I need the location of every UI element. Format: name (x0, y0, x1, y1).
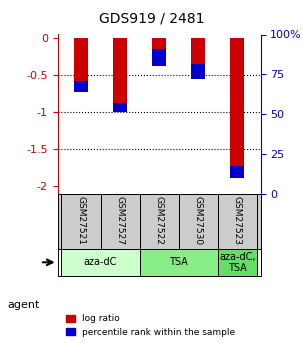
Bar (113, 38, 127, 112)
Text: GSM27522: GSM27522 (155, 196, 164, 245)
Text: GSM27521: GSM27521 (76, 196, 85, 245)
Bar (74, 38, 88, 91)
Text: TSA: TSA (169, 257, 188, 267)
Bar (230, 166, 244, 178)
Text: GSM27523: GSM27523 (233, 196, 242, 245)
Text: GSM27527: GSM27527 (115, 196, 125, 245)
FancyBboxPatch shape (62, 194, 101, 249)
Bar (113, 104, 127, 112)
Bar (152, 38, 166, 66)
Bar (191, 64, 205, 79)
Text: aza-dC,
TSA: aza-dC, TSA (219, 252, 255, 273)
FancyBboxPatch shape (62, 249, 140, 276)
Bar (74, 81, 88, 91)
FancyBboxPatch shape (178, 194, 218, 249)
FancyBboxPatch shape (140, 194, 178, 249)
Text: agent: agent (8, 300, 40, 310)
Bar (191, 38, 205, 79)
Text: GSM27530: GSM27530 (194, 196, 203, 245)
Bar (152, 49, 166, 66)
FancyBboxPatch shape (218, 249, 257, 276)
Legend: log ratio, percentile rank within the sample: log ratio, percentile rank within the sa… (62, 311, 239, 341)
Bar (230, 38, 244, 178)
Text: GDS919 / 2481: GDS919 / 2481 (99, 12, 204, 26)
FancyBboxPatch shape (218, 194, 257, 249)
FancyBboxPatch shape (140, 249, 218, 276)
FancyBboxPatch shape (101, 194, 140, 249)
Text: aza-dC: aza-dC (84, 257, 117, 267)
